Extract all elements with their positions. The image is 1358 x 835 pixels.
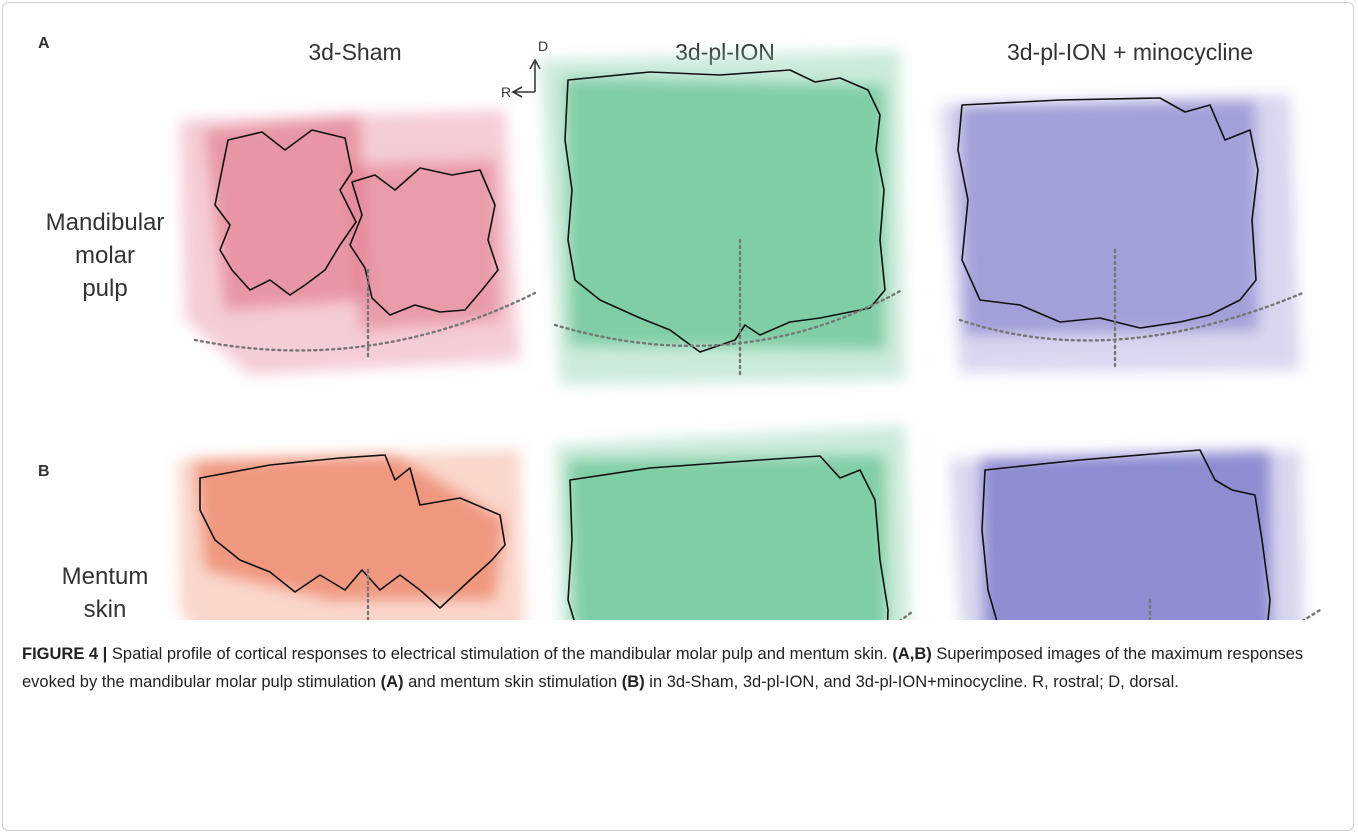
- panel-label: B: [38, 463, 50, 480]
- column-heading: 3d-Sham: [308, 39, 401, 65]
- column-heading: 3d-pl-ION + minocycline: [1007, 39, 1253, 65]
- compass-label: R: [501, 84, 511, 100]
- caption-text: (A,B): [892, 645, 931, 663]
- compass: [513, 60, 540, 97]
- panel-label: A: [38, 35, 50, 52]
- response-map: [555, 425, 912, 620]
- caption-text: FIGURE 4 |: [22, 645, 112, 663]
- caption-text: in 3d-Sham, 3d-pl-ION, and 3d-pl-ION+min…: [645, 673, 1179, 691]
- response-map: [540, 50, 905, 385]
- figure-caption: FIGURE 4 | Spatial profile of cortical r…: [22, 640, 1332, 696]
- response-map: [180, 110, 535, 375]
- compass-label: D: [538, 38, 548, 54]
- caption-text: (A): [381, 673, 404, 691]
- row-label: molar: [75, 242, 135, 269]
- row-label: pulp: [82, 275, 127, 302]
- response-map: [950, 450, 1320, 620]
- figure: A B 3d-Sham 3d-pl-ION 3d-pl-ION + minocy…: [0, 0, 1358, 620]
- response-map: [940, 95, 1305, 372]
- caption-text: Spatial profile of cortical responses to…: [112, 645, 892, 663]
- response-map: [178, 450, 525, 620]
- row-label: Mandibular: [46, 209, 165, 236]
- caption-text: and mentum skin stimulation: [404, 673, 622, 691]
- row-label: skin: [84, 596, 127, 620]
- row-label: Mentum: [62, 563, 149, 590]
- caption-text: (B): [622, 673, 645, 691]
